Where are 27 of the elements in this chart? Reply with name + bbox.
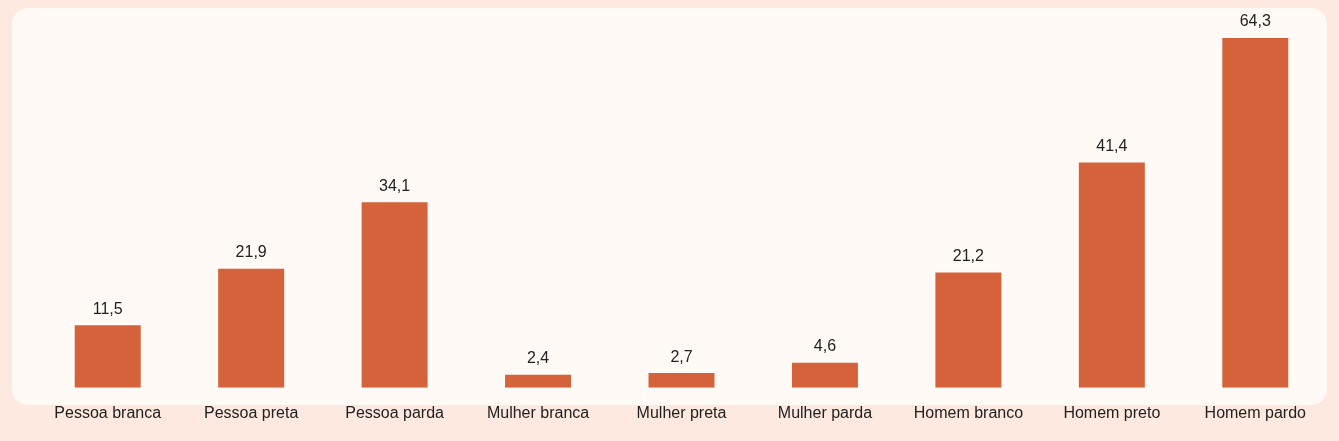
bar	[791, 362, 858, 388]
data-label: 2,7	[670, 347, 693, 365]
x-tick-label: Homem branco	[913, 403, 1024, 421]
bar	[1222, 38, 1289, 388]
data-label: 11,5	[92, 299, 123, 317]
data-label: 41,4	[1096, 136, 1128, 154]
bar	[648, 373, 715, 388]
x-tick-label: Mulher branca	[486, 403, 590, 421]
data-label: 34,1	[379, 176, 411, 194]
x-tick-label: Pessoa branca	[54, 403, 162, 421]
x-tick-label: Pessoa preta	[204, 403, 299, 421]
data-label: 4,6	[813, 337, 837, 355]
x-tick-label: Pessoa parda	[345, 403, 445, 421]
data-label: 21,9	[235, 243, 267, 261]
x-tick-label: Homem preto	[1063, 403, 1161, 421]
bar	[218, 268, 285, 388]
data-label: 64,3	[1239, 12, 1271, 30]
x-tick-label: Homem pardo	[1204, 403, 1307, 421]
bar	[935, 272, 1002, 388]
x-tick-label: Mulher parda	[777, 403, 873, 421]
x-tick-label: Mulher preta	[636, 403, 727, 421]
bar	[1078, 162, 1145, 388]
bar	[361, 202, 428, 388]
data-label: 2,4	[526, 349, 550, 367]
data-label: 21,2	[952, 246, 985, 264]
bar	[505, 374, 572, 388]
bar	[74, 325, 141, 388]
